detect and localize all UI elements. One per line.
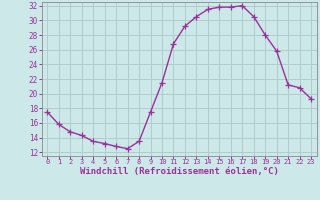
X-axis label: Windchill (Refroidissement éolien,°C): Windchill (Refroidissement éolien,°C) — [80, 167, 279, 176]
